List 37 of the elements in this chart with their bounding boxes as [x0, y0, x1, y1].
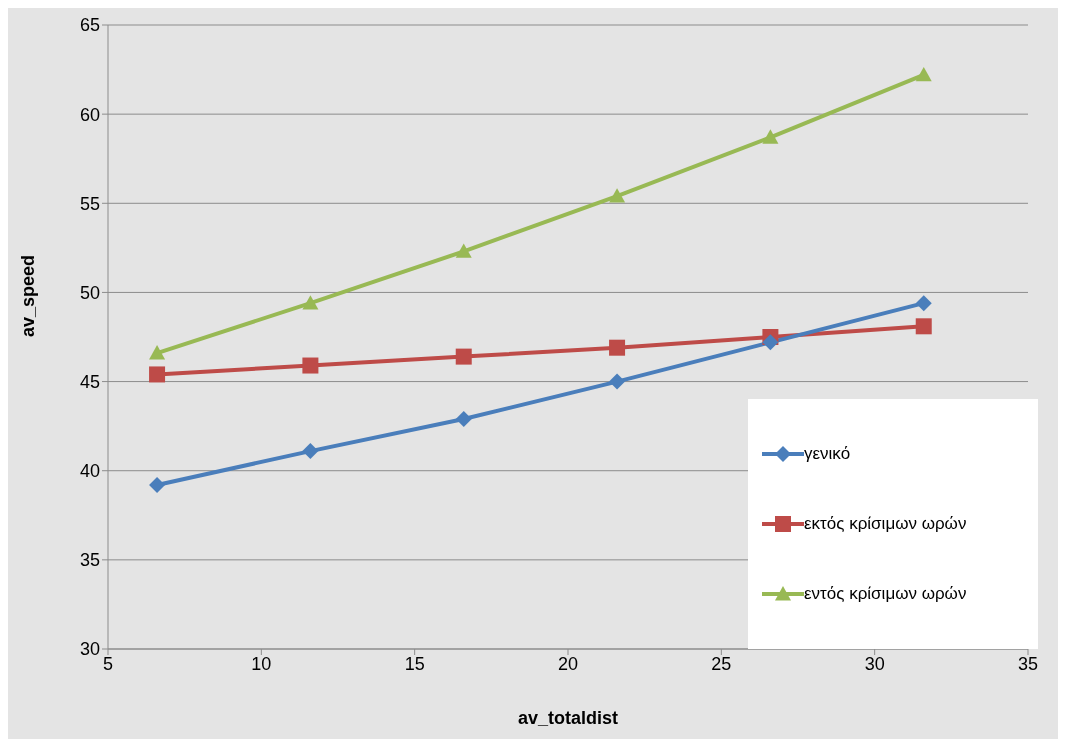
point	[149, 476, 166, 493]
x-tick-label: 30	[864, 653, 885, 674]
x-axis-title: av_totaldist	[517, 708, 619, 728]
point	[149, 345, 166, 360]
y-tick-label: 60	[79, 104, 100, 125]
point	[149, 366, 166, 383]
legend-label: γενικό	[804, 444, 851, 464]
point	[302, 443, 319, 460]
point	[915, 295, 932, 312]
x-tick-label: 35	[1017, 653, 1039, 674]
point	[762, 129, 779, 144]
point	[762, 334, 779, 351]
y-tick-label: 40	[79, 461, 100, 482]
point	[302, 357, 319, 374]
x-tick-label: 25	[711, 653, 732, 674]
point	[455, 411, 472, 428]
y-axis-title: av_speed	[18, 254, 39, 337]
legend-label: εκτός κρίσιμων ωρών	[804, 514, 967, 534]
point	[609, 188, 626, 203]
point	[609, 339, 626, 356]
point	[302, 295, 319, 310]
y-tick-label: 55	[79, 193, 100, 214]
x-tick-label: 15	[404, 653, 425, 674]
point	[915, 318, 932, 335]
y-tick-label: 50	[79, 282, 100, 303]
y-tick-label: 35	[79, 550, 100, 571]
legend-label: εντός κρίσιμων ωρών	[804, 584, 967, 604]
y-tick-label: 65	[79, 15, 100, 36]
y-tick-label: 45	[79, 371, 100, 392]
x-tick-label: 20	[557, 653, 579, 674]
point	[915, 66, 932, 82]
x-tick-label: 5	[102, 653, 114, 674]
point	[455, 348, 472, 365]
point	[455, 243, 472, 258]
y-tick-label: 30	[79, 639, 100, 660]
point	[609, 373, 626, 390]
x-tick-label: 10	[251, 653, 272, 674]
